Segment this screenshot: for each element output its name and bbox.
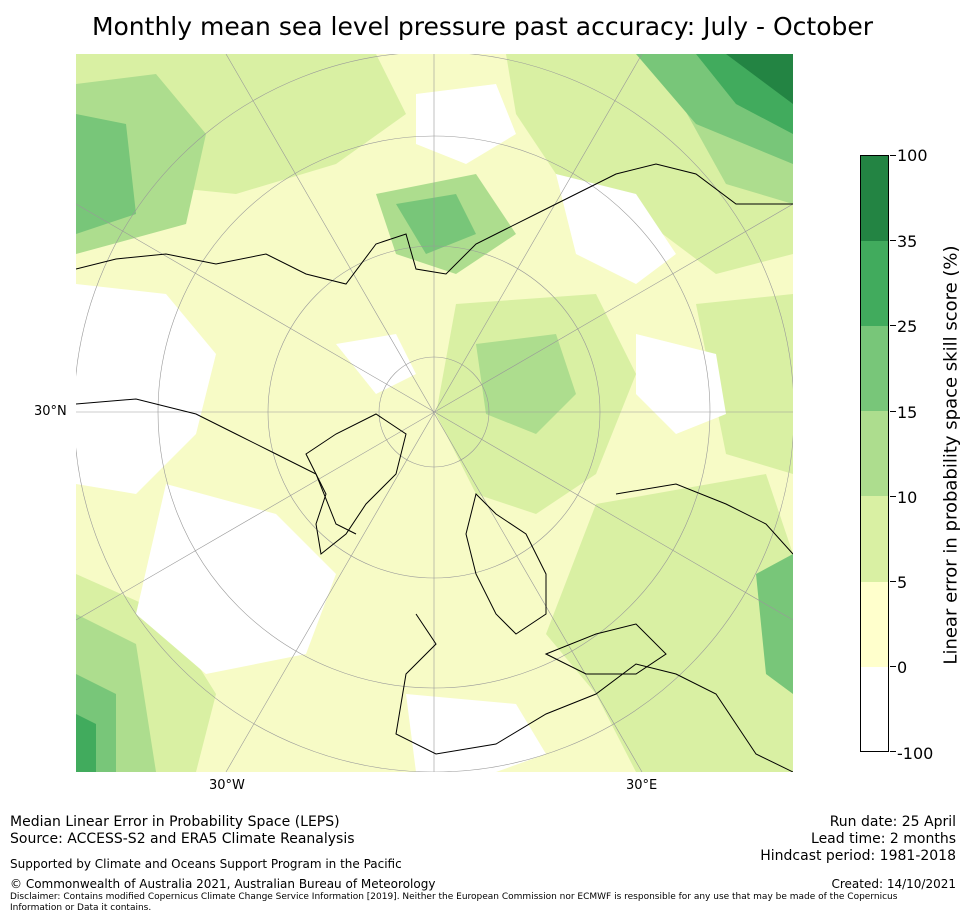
colorbar [860, 155, 889, 752]
colorbar-segment-15-25 [861, 326, 888, 411]
footer-leps: Median Linear Error in Probability Space… [10, 814, 340, 830]
colorbar-tick [890, 581, 896, 582]
colorbar-label: 35 [897, 232, 918, 251]
colorbar-segment-10-15 [861, 411, 888, 496]
footer-source: Source: ACCESS-S2 and ERA5 Climate Reana… [10, 831, 355, 847]
colorbar-title-text: Linear error in probability space skill … [940, 245, 962, 665]
colorbar-label: 10 [897, 488, 918, 507]
colorbar-label: 5 [897, 573, 908, 592]
colorbar-segment-0-5 [861, 582, 888, 667]
colorbar-label: 25 [897, 317, 918, 336]
colorbar-tick [890, 325, 896, 326]
colorbar-label: -100 [897, 744, 934, 763]
colorbar-tick [890, 240, 896, 241]
footer-run-date: Run date: 25 April [829, 814, 956, 830]
colorbar-label: 15 [897, 403, 918, 422]
footer-disclaimer: Disclaimer: Contains modified Copernicus… [10, 892, 898, 913]
lon-label-30e: 30°E [626, 778, 658, 793]
colorbar-tick [890, 496, 896, 497]
footer-hindcast: Hindcast period: 1981-2018 [760, 848, 956, 864]
footer-created: Created: 14/10/2021 [831, 877, 956, 891]
footer-lead-time: Lead time: 2 months [811, 831, 956, 847]
colorbar-tick [890, 411, 896, 412]
polar-map [76, 54, 793, 772]
footer-copyright: © Commonwealth of Australia 2021, Austra… [10, 877, 436, 891]
colorbar-tick [890, 155, 896, 156]
colorbar-tick [890, 751, 896, 752]
footer-support: Supported by Climate and Oceans Support … [10, 857, 402, 871]
graticule [76, 54, 793, 772]
lon-label-30w: 30°W [209, 778, 245, 793]
map-title: Monthly mean sea level pressure past acc… [91, 12, 874, 41]
skill-35-100-regions [726, 54, 793, 104]
colorbar-label: 100 [897, 146, 928, 165]
colorbar-segment-5-10 [861, 496, 888, 582]
lat-label-30n: 30°N [34, 404, 67, 419]
colorbar-segment-neg100-0 [861, 667, 888, 751]
colorbar-segment-35-100 [861, 156, 888, 241]
coastlines [76, 163, 793, 772]
skill-negative-regions [76, 84, 726, 772]
colorbar-segment-25-35 [861, 241, 888, 326]
polar-map-svg [76, 54, 793, 772]
colorbar-tick [890, 666, 896, 667]
colorbar-label: 0 [897, 658, 908, 677]
